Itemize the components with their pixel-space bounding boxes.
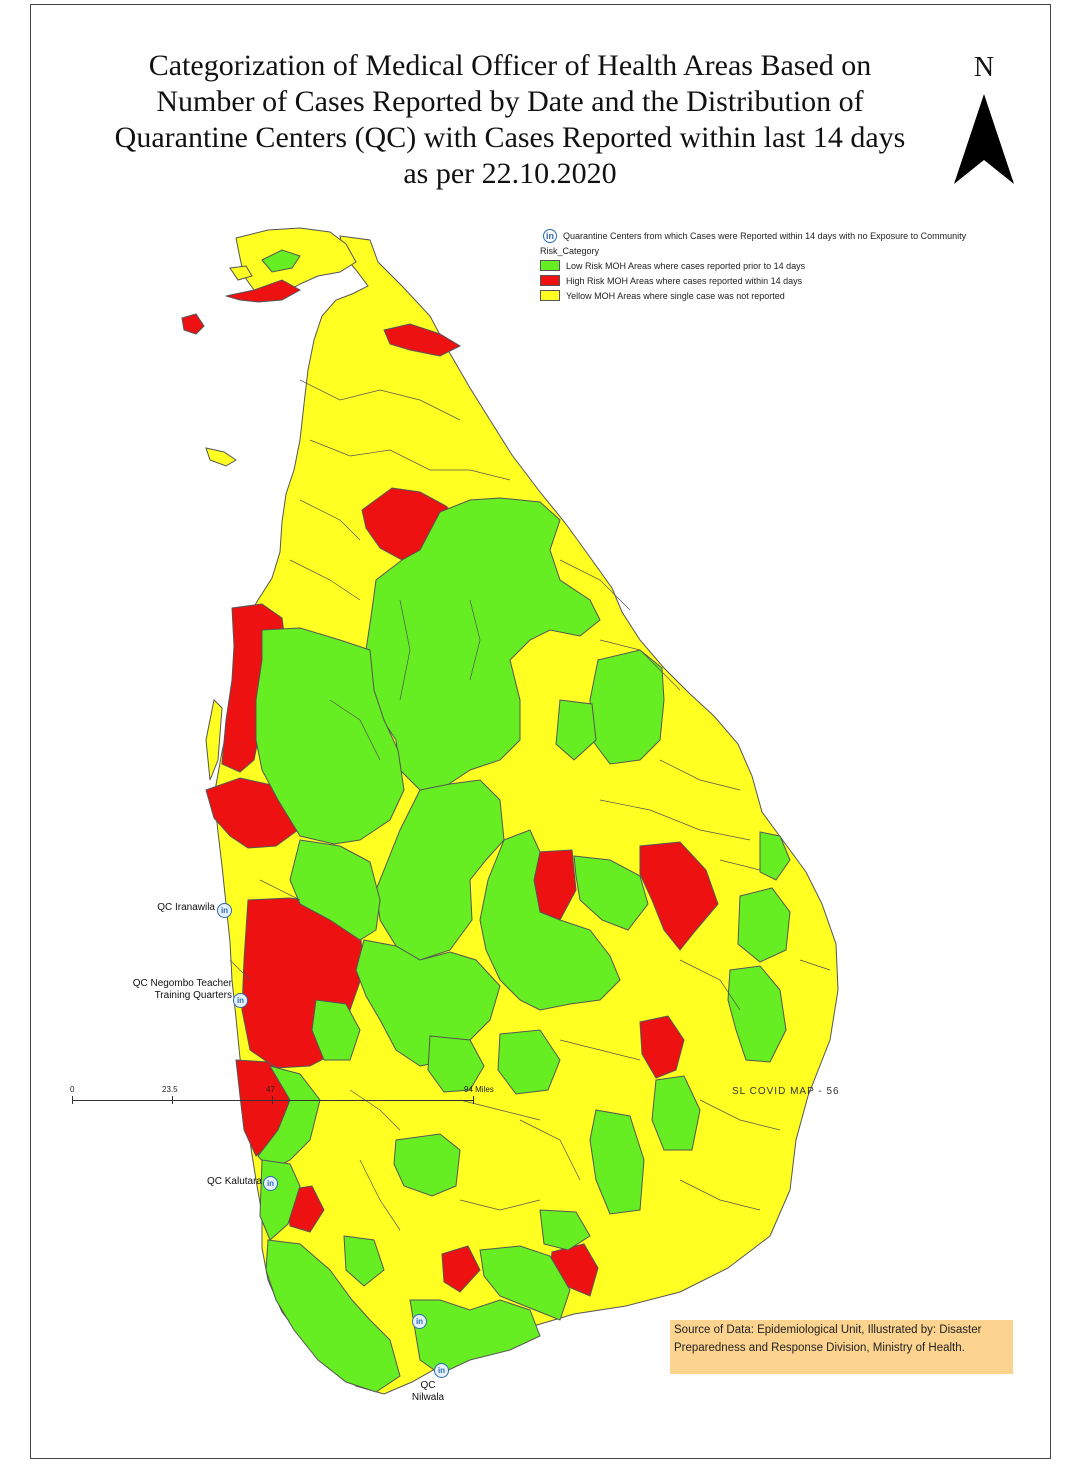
legend-swatch-high: [540, 275, 560, 286]
qc-marker-matara[interactable]: in: [412, 1314, 427, 1329]
green-anuradhapura: [255, 627, 405, 845]
scale-tick-1: 23.5: [162, 1085, 178, 1094]
red-badulla: [639, 1015, 685, 1079]
scale-line: [72, 1100, 474, 1101]
legend-qc-entry: in Quarantine Centers from which Cases w…: [540, 228, 1010, 243]
red-jaffna-islands: [225, 279, 302, 303]
map-number: SL COVID MAP - 56: [732, 1086, 840, 1097]
green-ampara: [727, 965, 787, 1063]
green-siyambalanduwa: [589, 1109, 645, 1215]
scale-mark: [172, 1096, 173, 1104]
qc-marker-kalutara[interactable]: in: [263, 1176, 278, 1191]
scale-mark: [473, 1096, 474, 1104]
legend-swatch-low: [540, 260, 560, 271]
north-label: N: [973, 52, 995, 83]
green-vavuniya-north: [365, 497, 601, 791]
scale-tick-0: 0: [70, 1085, 75, 1094]
green-polonnaruwa: [375, 779, 505, 961]
green-hambantota: [479, 1245, 571, 1321]
map-frame: [30, 4, 1051, 1459]
qc-label-iranawila: QC Iranawila: [157, 902, 215, 913]
island-delft: [181, 313, 205, 335]
red-welikanda: [639, 841, 719, 951]
map-title: Categorization of Medical Officer of Hea…: [60, 48, 960, 192]
scale-mark: [72, 1096, 73, 1104]
green-kilinochchi: [261, 249, 301, 273]
legend-item-yellow: Yellow MOH Areas where single case was n…: [540, 288, 1010, 303]
legend-qc-label: Quarantine Centers from which Cases were…: [563, 230, 967, 241]
green-trinco-south: [589, 649, 665, 765]
kalpitiya-spit: [205, 698, 223, 781]
island-kayts: [229, 265, 253, 281]
qc-label-kalutara: QC Kalutara: [206, 1176, 262, 1187]
green-ratnapura: [393, 1133, 461, 1197]
green-deniyaya: [343, 1235, 385, 1287]
green-sooriyawewa: [539, 1209, 591, 1251]
north-arrow: N: [950, 52, 1018, 188]
green-galle-coast: [265, 1239, 401, 1393]
qc-marker-nilwala[interactable]: in: [434, 1363, 449, 1378]
scale-tick-3: 94 Miles: [464, 1085, 494, 1094]
legend-label-yellow: Yellow MOH Areas where single case was n…: [566, 290, 785, 301]
scale-mark: [272, 1096, 273, 1104]
green-dehiattakandiya: [573, 855, 649, 931]
legend-heading: Risk_Category: [540, 245, 600, 256]
title-line-2: Number of Cases Reported by Date and the…: [156, 85, 864, 118]
title-line-4: as per 22.10.2020: [403, 157, 617, 190]
green-kegalle: [311, 999, 361, 1061]
scale-tick-2: 47: [266, 1085, 275, 1094]
green-nuwara-eliya: [497, 1029, 561, 1095]
legend-label-low: Low Risk MOH Areas where cases reported …: [566, 260, 806, 271]
green-batticaloa: [759, 831, 791, 881]
source-note: Source of Data: Epidemiological Unit, Il…: [670, 1320, 1013, 1374]
legend-item-low: Low Risk MOH Areas where cases reported …: [540, 258, 1010, 273]
green-matara: [409, 1299, 541, 1375]
qc-marker-iranawila[interactable]: in: [217, 903, 232, 918]
green-kurunegala: [289, 839, 381, 941]
green-hatton: [427, 1035, 485, 1093]
qc-marker-negombo[interactable]: in: [233, 993, 248, 1008]
green-monaragala: [651, 1075, 701, 1151]
green-uhana: [737, 887, 791, 963]
scale-bar: 0 23.5 47 94 Miles: [70, 1085, 500, 1115]
green-central-east: [479, 829, 621, 1011]
green-kantale: [555, 699, 597, 761]
legend-item-high: High Risk MOH Areas where cases reported…: [540, 273, 1010, 288]
legend-label-high: High Risk MOH Areas where cases reported…: [566, 275, 803, 286]
legend-swatch-yellow: [540, 290, 560, 301]
qc-label-negombo: QC Negombo Teacher Training Quarters: [132, 978, 232, 1001]
red-embilipitiya: [441, 1245, 481, 1293]
red-point-pedro: [383, 323, 462, 357]
title-line-1: Categorization of Medical Officer of Hea…: [148, 49, 872, 82]
title-line-3: Quarantine Centers (QC) with Cases Repor…: [114, 121, 906, 154]
quarantine-center-icon: in: [543, 228, 557, 243]
map-legend: in Quarantine Centers from which Cases w…: [540, 228, 1010, 303]
qc-label-nilwala: QC Nilwala: [411, 1380, 445, 1403]
island-mannar: [205, 447, 237, 467]
